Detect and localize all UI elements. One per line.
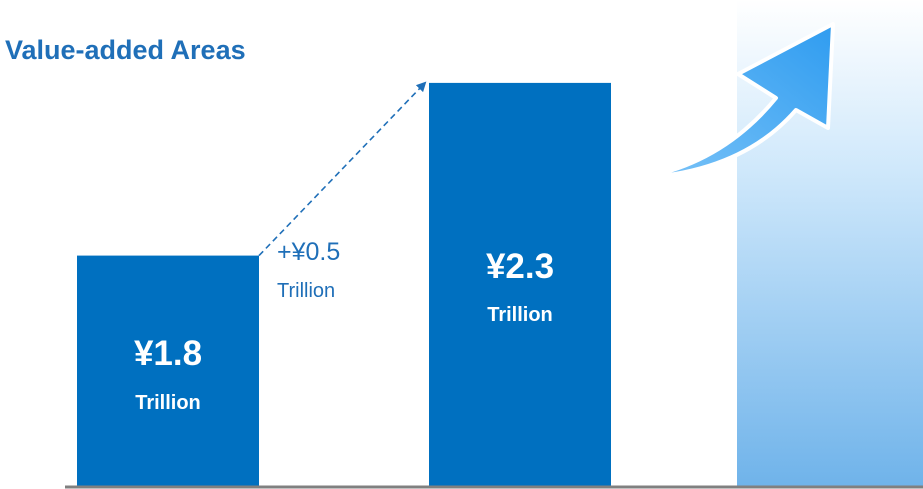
value-sublabel: Trillion	[487, 304, 553, 326]
value-label: ¥1.8	[134, 334, 202, 373]
difference-label: +¥0.5	[277, 238, 340, 266]
difference-arrow	[258, 81, 427, 257]
growth-arrow	[638, 22, 835, 180]
value-sublabel: Trillion	[135, 392, 201, 414]
difference-sublabel: Trillion	[277, 280, 335, 302]
bar	[77, 255, 259, 487]
bar	[429, 82, 611, 487]
value-label: ¥2.3	[486, 247, 554, 286]
chart-title: Value-added Areas	[5, 35, 246, 65]
